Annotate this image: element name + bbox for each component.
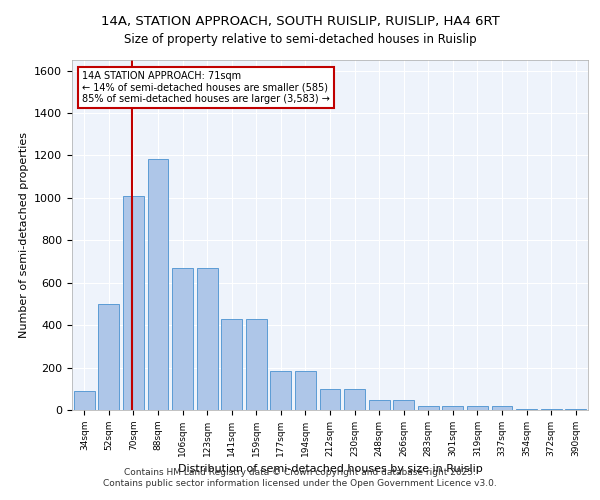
Bar	[565, 409, 586, 410]
Y-axis label: Number of semi-detached properties: Number of semi-detached properties	[19, 132, 29, 338]
Bar	[368, 400, 389, 410]
Bar	[74, 391, 95, 410]
Bar	[516, 408, 537, 410]
Bar	[295, 371, 316, 410]
Bar	[123, 196, 144, 410]
Bar	[197, 268, 218, 410]
Bar	[393, 400, 414, 410]
Text: Size of property relative to semi-detached houses in Ruislip: Size of property relative to semi-detach…	[124, 32, 476, 46]
Bar	[442, 406, 463, 410]
Bar	[491, 406, 512, 410]
Text: Contains HM Land Registry data © Crown copyright and database right 2025.
Contai: Contains HM Land Registry data © Crown c…	[103, 468, 497, 487]
Bar	[344, 389, 365, 410]
Text: 14A STATION APPROACH: 71sqm
← 14% of semi-detached houses are smaller (585)
85% : 14A STATION APPROACH: 71sqm ← 14% of sem…	[82, 70, 330, 104]
Bar	[418, 406, 439, 410]
Bar	[98, 304, 119, 410]
Bar	[148, 158, 169, 410]
Bar	[172, 268, 193, 410]
Text: 14A, STATION APPROACH, SOUTH RUISLIP, RUISLIP, HA4 6RT: 14A, STATION APPROACH, SOUTH RUISLIP, RU…	[101, 15, 499, 28]
Bar	[246, 319, 267, 410]
Bar	[541, 408, 562, 410]
Bar	[467, 406, 488, 410]
Bar	[320, 389, 340, 410]
Bar	[221, 319, 242, 410]
Bar	[271, 371, 292, 410]
X-axis label: Distribution of semi-detached houses by size in Ruislip: Distribution of semi-detached houses by …	[178, 464, 482, 474]
